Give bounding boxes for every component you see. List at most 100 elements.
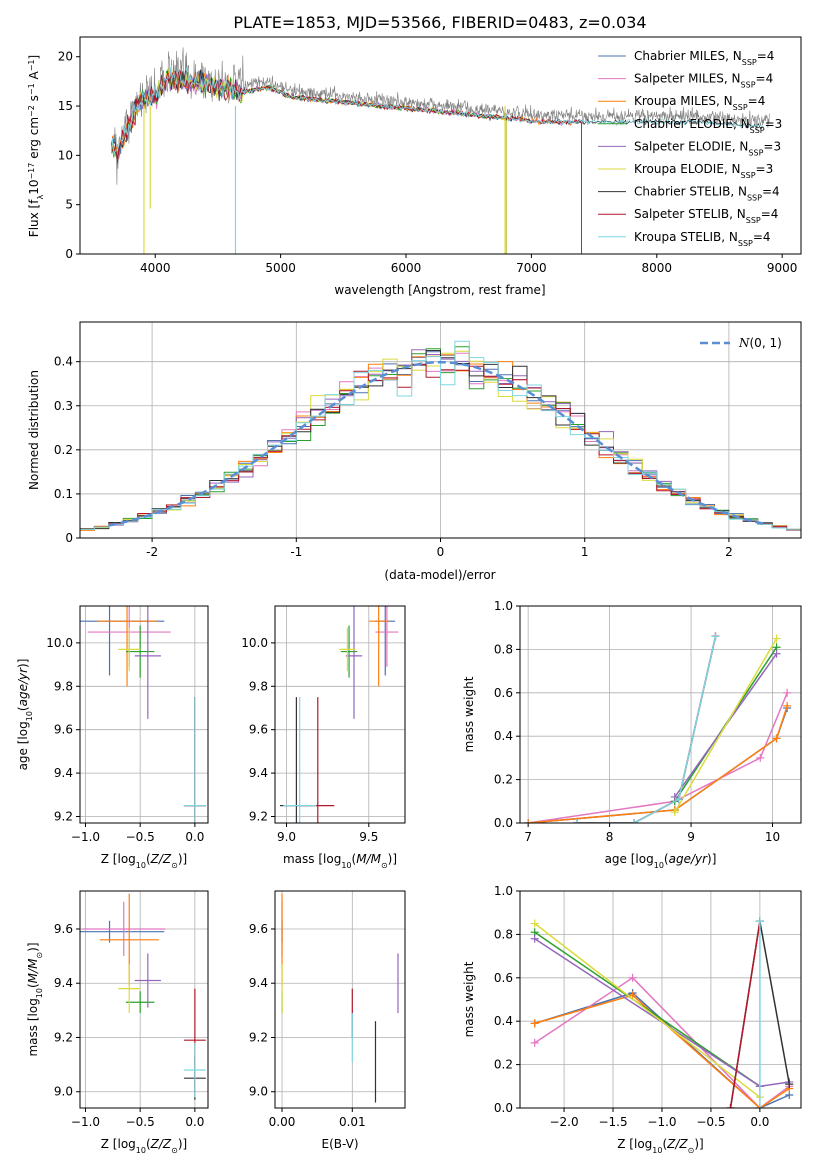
- y-tick-label: 10: [58, 148, 73, 162]
- y-tick-label: 0.2: [494, 1058, 513, 1072]
- mass_vs_z-panel: −1.0 −0.5 0.0 9.0 9.2 9.4 9.6 Z [log10(Z/Z⊙)] ma…: [26, 890, 209, 1155]
- weight-line: [729, 921, 761, 1108]
- x-tick-label: −1.5: [598, 1115, 627, 1129]
- legend-label: Kroupa MILES, NSSP=4: [634, 94, 765, 112]
- axes-frame: [79, 605, 209, 824]
- axes-frame: [519, 605, 802, 824]
- residuals-panel: -2 -1 0 1 2 0 0.1 0.2 0.3 0.4 (data-model)/error No…: [27, 321, 802, 582]
- y-tick-label: 0.6: [494, 686, 513, 700]
- mass_vs_ebv-panel: 0.00 0.01 9.0 9.2 9.4 9.6 E(B-V): [249, 890, 406, 1151]
- y-tick-label: 0.0: [494, 1101, 513, 1115]
- x-tick-label: 9000: [767, 261, 798, 275]
- weight-marker: [711, 632, 720, 641]
- weight-marker: [530, 1038, 539, 1047]
- x-tick-label: 7000: [516, 261, 547, 275]
- x-tick-label: −1.0: [647, 1115, 676, 1129]
- y-tick-label: 0.4: [494, 729, 513, 743]
- x-tick-label: 0.0: [750, 1115, 769, 1129]
- plots: 4000 5000 6000 7000 8000 900005101520waveleng…: [16, 36, 802, 1155]
- x-axis-label: Z [log10(Z/Z⊙)]: [101, 852, 187, 870]
- age_vs_z-panel: −1.0 −0.5 0.0 9.2 9.4 9.6 9.8 10.0 Z [log10(Z/Z⊙…: [16, 605, 209, 870]
- y-tick-label: 0.2: [54, 443, 73, 457]
- spectrum-lines: [110, 47, 770, 254]
- x-tick-label: 6000: [391, 261, 422, 275]
- axes-frame: [79, 890, 209, 1109]
- y-tick-label: 0.1: [54, 487, 73, 501]
- x-axis-label: Z [log10(Z/Z⊙)]: [101, 1137, 187, 1155]
- legend-label: Kroupa ELODIE, NSSP=3: [634, 162, 773, 180]
- errorbars: [279, 606, 399, 823]
- model-spectrum-line: [110, 66, 764, 156]
- x-axis-label: (data-model)/error: [384, 568, 495, 582]
- y-axis-label: mass weight: [462, 961, 476, 1037]
- y-tick-label: 9.6: [54, 922, 73, 936]
- y-tick-label: 1.0: [494, 599, 513, 613]
- weight-marker: [772, 734, 781, 743]
- legend-label: Salpeter STELIB, NSSP=4: [634, 207, 778, 225]
- age_vs_mass-panel: 9.0 9.5 9.2 9.4 9.6 9.8 10.0 mass [log10(M/M⊙)]: [241, 605, 406, 870]
- y-tick-label: 0.8: [494, 927, 513, 941]
- weight-marker: [530, 934, 539, 943]
- y-tick-label: 9.0: [54, 1085, 73, 1099]
- x-tick-label: 0.0: [185, 1115, 204, 1129]
- weight-line: [577, 636, 717, 823]
- y-tick-label: 0.6: [494, 971, 513, 985]
- x-tick-label: −2.0: [549, 1115, 578, 1129]
- y-tick-label: 9.2: [249, 1030, 268, 1044]
- y-axis-label: mass weight: [462, 676, 476, 752]
- weight-marker: [772, 649, 781, 658]
- y-tick-label: 0: [65, 531, 73, 545]
- x-axis-label: age [log10(age/yr)]: [605, 852, 717, 870]
- x-tick-label: 5000: [265, 261, 296, 275]
- weight-marker: [628, 973, 637, 982]
- axes-frame: [274, 605, 406, 824]
- weight_vs_z-panel: −2.0 −1.5 −1.0 −0.5 0.0 0.0 0.2 0.4 0.6 0.8 1.0 Z […: [462, 884, 802, 1155]
- y-axis-label: age [log10(age/yr)]: [16, 659, 34, 771]
- x-axis-label: wavelength [Angstrom, rest frame]: [334, 283, 545, 297]
- x-tick-label: −1.0: [71, 830, 100, 844]
- weight-lines: [530, 917, 794, 1108]
- weight-line: [534, 922, 761, 1098]
- weight-marker: [726, 1104, 735, 1108]
- x-tick-label: −0.5: [126, 830, 155, 844]
- x-tick-label: 8: [606, 830, 614, 844]
- weight-marker: [772, 634, 781, 643]
- y-axis-label: Flux [fλ10−17 erg cm−2 s−1 A−1]: [27, 55, 45, 237]
- y-tick-label: 9.2: [54, 1030, 73, 1044]
- figure-title: PLATE=1853, MJD=53566, FIBERID=0483, z=0…: [233, 13, 646, 32]
- y-tick-label: 10.0: [241, 636, 268, 650]
- weight-marker: [783, 701, 792, 710]
- legend-label: Chabrier ELODIE, NSSP=3: [634, 117, 782, 135]
- weight-line: [528, 705, 788, 823]
- histogram-line: [80, 340, 801, 530]
- weight-marker: [755, 917, 764, 926]
- weight-marker: [524, 819, 533, 823]
- weight-marker: [674, 795, 683, 804]
- x-tick-label: 1: [581, 545, 589, 559]
- y-tick-label: 0.2: [494, 773, 513, 787]
- y-tick-label: 0.0: [494, 816, 513, 830]
- y-tick-label: 1.0: [494, 884, 513, 898]
- y-tick-label: 0.4: [54, 355, 73, 369]
- x-tick-label: -1: [290, 545, 302, 559]
- y-axis-label: mass [log10(M/M⊙)]: [26, 942, 44, 1056]
- weight-marker: [785, 1080, 794, 1089]
- y-tick-label: 9.4: [249, 766, 268, 780]
- x-tick-label: 0.00: [269, 1115, 296, 1129]
- weight-marker: [670, 808, 679, 817]
- y-tick-label: 0.8: [494, 642, 513, 656]
- axes-frame: [274, 890, 406, 1109]
- legend-label: N(0, 1): [738, 336, 782, 350]
- x-axis-label: mass [log10(M/M⊙)]: [283, 852, 397, 870]
- weight-marker: [783, 688, 792, 697]
- legend-label: Chabrier STELIB, NSSP=4: [634, 185, 780, 203]
- spectrum-panel: 4000 5000 6000 7000 8000 9000 0 5 10 15 20 waveleng…: [27, 36, 802, 297]
- x-tick-label: 0.01: [339, 1115, 366, 1129]
- x-tick-label: −1.0: [71, 1115, 100, 1129]
- weight-marker: [530, 1019, 539, 1028]
- x-tick-label: −0.5: [696, 1115, 725, 1129]
- weight-line: [534, 931, 761, 1087]
- x-tick-label: 0: [437, 545, 445, 559]
- x-tick-label: −0.5: [126, 1115, 155, 1129]
